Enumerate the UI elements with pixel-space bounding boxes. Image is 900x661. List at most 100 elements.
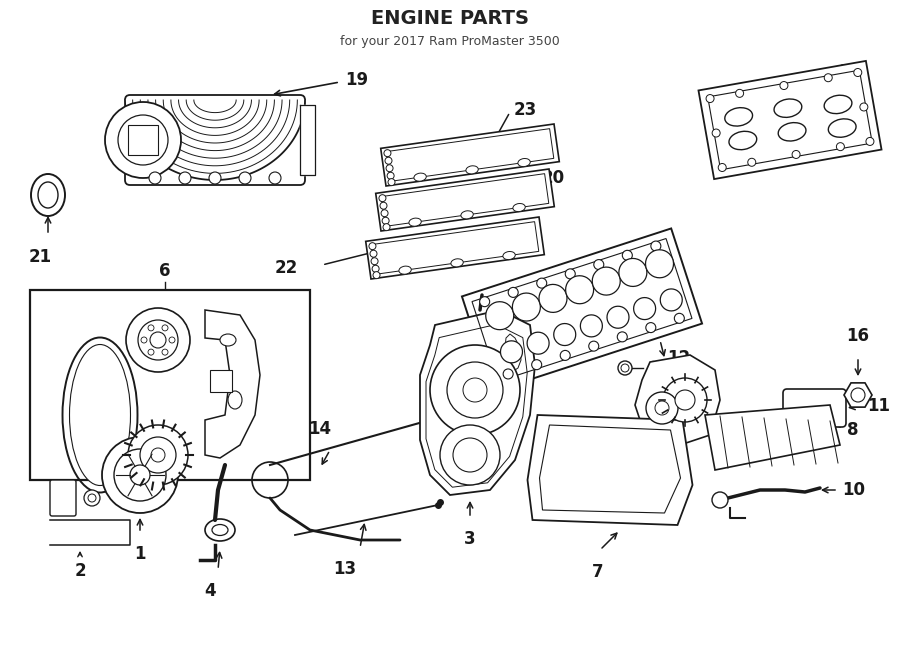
Circle shape [84,490,100,506]
Circle shape [621,364,629,372]
Circle shape [372,265,379,272]
Circle shape [150,332,166,348]
Circle shape [480,297,490,307]
Text: 22: 22 [274,259,298,277]
Polygon shape [698,61,881,179]
Text: 20: 20 [542,169,565,187]
Polygon shape [125,100,305,180]
Text: 6: 6 [159,262,171,280]
Polygon shape [844,383,872,407]
Text: 23: 23 [514,101,537,119]
Ellipse shape [592,267,620,295]
Ellipse shape [645,250,673,278]
Text: 7: 7 [592,563,604,581]
Circle shape [381,210,388,217]
Polygon shape [375,169,554,231]
Polygon shape [462,229,702,391]
Text: 13: 13 [333,560,356,578]
Circle shape [675,390,695,410]
Circle shape [130,465,150,485]
Circle shape [387,173,394,179]
Text: 11: 11 [867,397,890,415]
Circle shape [239,172,251,184]
Circle shape [651,241,661,251]
Ellipse shape [539,284,567,313]
Bar [210,370,232,392]
Text: 14: 14 [309,420,331,438]
Polygon shape [0,0,900,30]
Ellipse shape [512,293,540,321]
Circle shape [792,151,800,159]
Circle shape [140,437,176,473]
Circle shape [854,69,862,77]
Ellipse shape [466,166,478,174]
Ellipse shape [38,182,58,208]
Circle shape [369,243,376,250]
Ellipse shape [212,524,228,535]
Bar [128,125,158,155]
Circle shape [508,288,518,297]
Circle shape [379,195,386,202]
Ellipse shape [724,108,752,126]
Circle shape [532,360,542,369]
Circle shape [836,143,844,151]
Polygon shape [635,355,720,445]
Circle shape [447,362,503,418]
Circle shape [88,494,96,502]
Circle shape [617,332,627,342]
Text: 15: 15 [634,323,656,341]
Circle shape [105,102,181,178]
Ellipse shape [527,332,549,354]
Polygon shape [705,405,840,470]
Text: 16: 16 [847,327,869,345]
Circle shape [370,251,377,257]
Ellipse shape [31,174,65,216]
Ellipse shape [69,344,130,485]
Circle shape [148,349,154,355]
Ellipse shape [461,211,473,219]
Circle shape [373,272,380,279]
Circle shape [851,388,865,402]
Circle shape [151,448,165,462]
Text: 3: 3 [464,530,476,548]
Ellipse shape [486,301,514,330]
Circle shape [594,260,604,270]
Ellipse shape [778,123,806,141]
Circle shape [380,202,387,209]
Circle shape [646,392,678,424]
Circle shape [748,158,756,167]
Text: for your 2017 Ram ProMaster 3500: for your 2017 Ram ProMaster 3500 [340,35,560,48]
Polygon shape [420,310,535,495]
Text: 12: 12 [667,349,690,367]
Circle shape [706,95,714,102]
Circle shape [138,320,178,360]
Text: 1: 1 [134,545,146,563]
Ellipse shape [661,289,682,311]
Circle shape [126,308,190,372]
Ellipse shape [503,251,516,260]
Circle shape [388,178,395,186]
Ellipse shape [414,173,427,181]
Ellipse shape [228,391,242,409]
Circle shape [463,378,487,402]
Circle shape [383,223,390,231]
Circle shape [663,378,707,422]
Circle shape [622,251,633,260]
Circle shape [430,345,520,435]
Ellipse shape [451,259,464,267]
Circle shape [114,449,166,501]
Polygon shape [504,330,525,375]
Circle shape [162,349,168,355]
FancyBboxPatch shape [50,480,76,516]
Ellipse shape [774,99,802,118]
Circle shape [440,425,500,485]
Ellipse shape [554,323,576,346]
Text: 4: 4 [204,582,216,600]
Text: 10: 10 [842,481,865,499]
Polygon shape [381,124,559,186]
Circle shape [560,350,571,360]
Ellipse shape [580,315,602,337]
Text: 2: 2 [74,562,86,580]
Ellipse shape [409,218,421,226]
Polygon shape [365,217,544,279]
